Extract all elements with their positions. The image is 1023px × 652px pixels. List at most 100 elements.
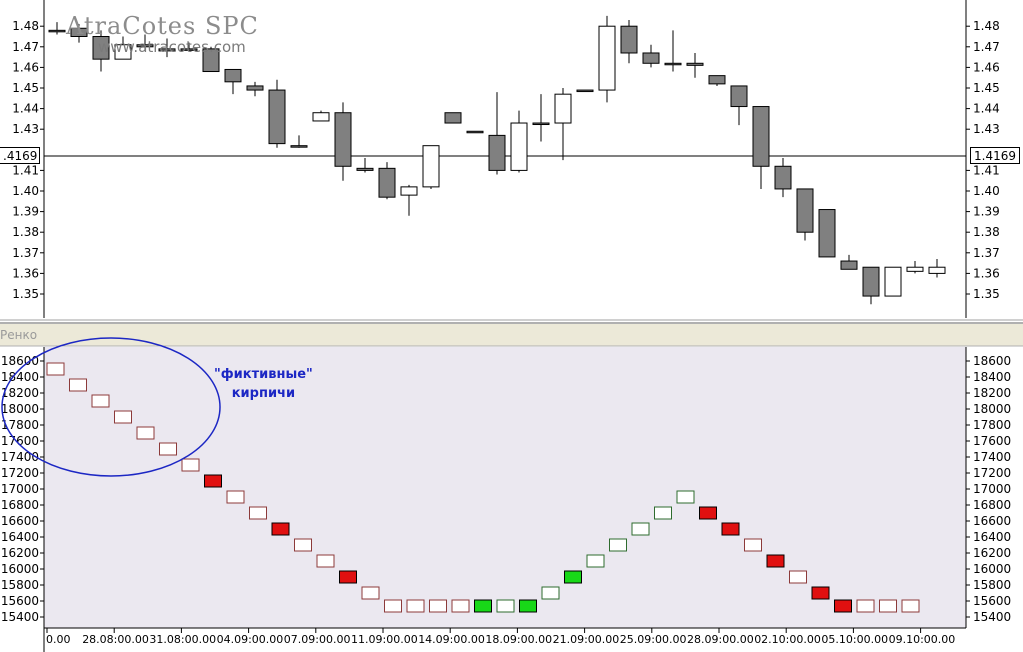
pane-splitter[interactable] [0,318,1023,324]
candle [466,130,484,134]
price-tick-label: 1.36 [12,266,39,280]
candle [422,145,440,189]
renko-brick-hollow [114,410,132,424]
candle-body [532,122,550,126]
renko-brick-hollow [901,599,920,613]
candle-body [158,48,176,52]
current-price-label-left: .4169 [0,147,40,164]
candle [928,258,946,278]
renko-brick-hollow [744,538,762,552]
candle [840,254,858,270]
candle [884,266,902,297]
candle-body [752,106,770,167]
annotation-line-2: кирпичи [231,386,296,401]
candle-body [818,209,836,258]
price-tick-label: 1.40 [973,184,1000,198]
candle-body [202,48,220,73]
renko-tick-label: 16200 [973,546,1011,560]
candle-body [136,44,154,48]
candle [158,38,176,58]
candle [268,79,286,148]
renko-tick-label: 16400 [1,530,39,544]
candle-body [774,165,792,190]
renko-tick-label: 15400 [1,610,39,624]
renko-left-axis-background [0,347,44,628]
time-tick-label: 28.09:00.00 [687,633,754,646]
candle-body [312,112,330,122]
price-tick-label: 1.43 [973,122,1000,136]
candle-body [884,266,902,297]
renko-tick-label: 17000 [973,482,1011,496]
candle-body [620,25,638,54]
renko-tick-label: 18200 [973,386,1011,400]
candle-body [862,266,880,297]
renko-brick-filled [699,506,717,520]
renko-brick-filled [721,522,740,536]
candle-body [906,266,924,272]
renko-brick-filled [766,554,785,568]
renko-tick-label: 15400 [973,610,1011,624]
candle-body [664,62,682,66]
candle-body [554,93,572,124]
renko-tick-label: 16400 [973,530,1011,544]
renko-tick-label: 17600 [1,434,39,448]
candle [334,102,352,181]
renko-brick-filled [834,599,852,613]
candle-body [290,145,308,148]
renko-brick-hollow [541,586,560,600]
time-tick-label: 18.09:00.00 [485,633,552,646]
renko-brick-hollow [496,599,515,613]
renko-brick-hollow [384,599,402,613]
candle [862,266,880,305]
time-tick-label: 28.08:00.00 [82,633,149,646]
candle [576,89,594,93]
time-tick-label: 02.10:00.00 [754,633,821,646]
candle [642,44,660,68]
candle-body [114,44,132,60]
renko-brick-hollow [361,586,380,600]
renko-right-axis-background [966,347,1023,628]
renko-tick-label: 17800 [1,418,39,432]
renko-tick-label: 16000 [973,562,1011,576]
candle-body [796,188,814,233]
renko-brick-hollow [856,599,875,613]
time-tick-label: 05.10:00.00 [821,633,888,646]
candle-body [686,62,704,66]
candle-body [466,130,484,134]
candle [532,94,550,142]
candle [356,158,374,173]
price-tick-label: 1.44 [973,102,1000,116]
renko-plot-background [44,347,966,628]
price-tick-label: 1.40 [12,184,39,198]
renko-tick-label: 15600 [973,594,1011,608]
price-tick-label: 1.37 [12,246,39,260]
price-right-axis: 1.48 1.47 1.46 1.45 1.44 1.43 1.41 1.40 1.39 1.38… [966,19,1000,301]
renko-brick-filled [204,474,222,488]
candle-body [510,122,528,171]
candle-body [488,134,506,171]
renko-tick-label: 17400 [1,450,39,464]
candle-body [928,266,946,274]
candle-body [576,89,594,93]
candle [598,15,616,103]
time-tick-label: 21.09:00.00 [553,633,620,646]
candle [136,34,154,51]
time-tick-label: 04.09:00.00 [217,633,284,646]
price-tick-label: 1.39 [973,205,1000,219]
renko-tick-label: 18600 [1,354,39,368]
watermark-url: www.atracotes.com [98,38,246,56]
time-tick-label: 09.10:00.00 [889,633,956,646]
renko-brick-hollow [46,362,65,376]
price-tick-label: 1.47 [12,40,39,54]
renko-brick-hollow [69,378,87,392]
candle [290,135,308,148]
candle [246,81,264,97]
candle [730,85,748,126]
renko-brick-filled [271,522,290,536]
time-tick-label: 14.09:00.00 [418,633,485,646]
renko-tick-label: 16800 [1,498,39,512]
candle-body [400,186,418,196]
candle [708,75,726,86]
renko-tick-label: 17000 [1,482,39,496]
candle [818,209,836,258]
